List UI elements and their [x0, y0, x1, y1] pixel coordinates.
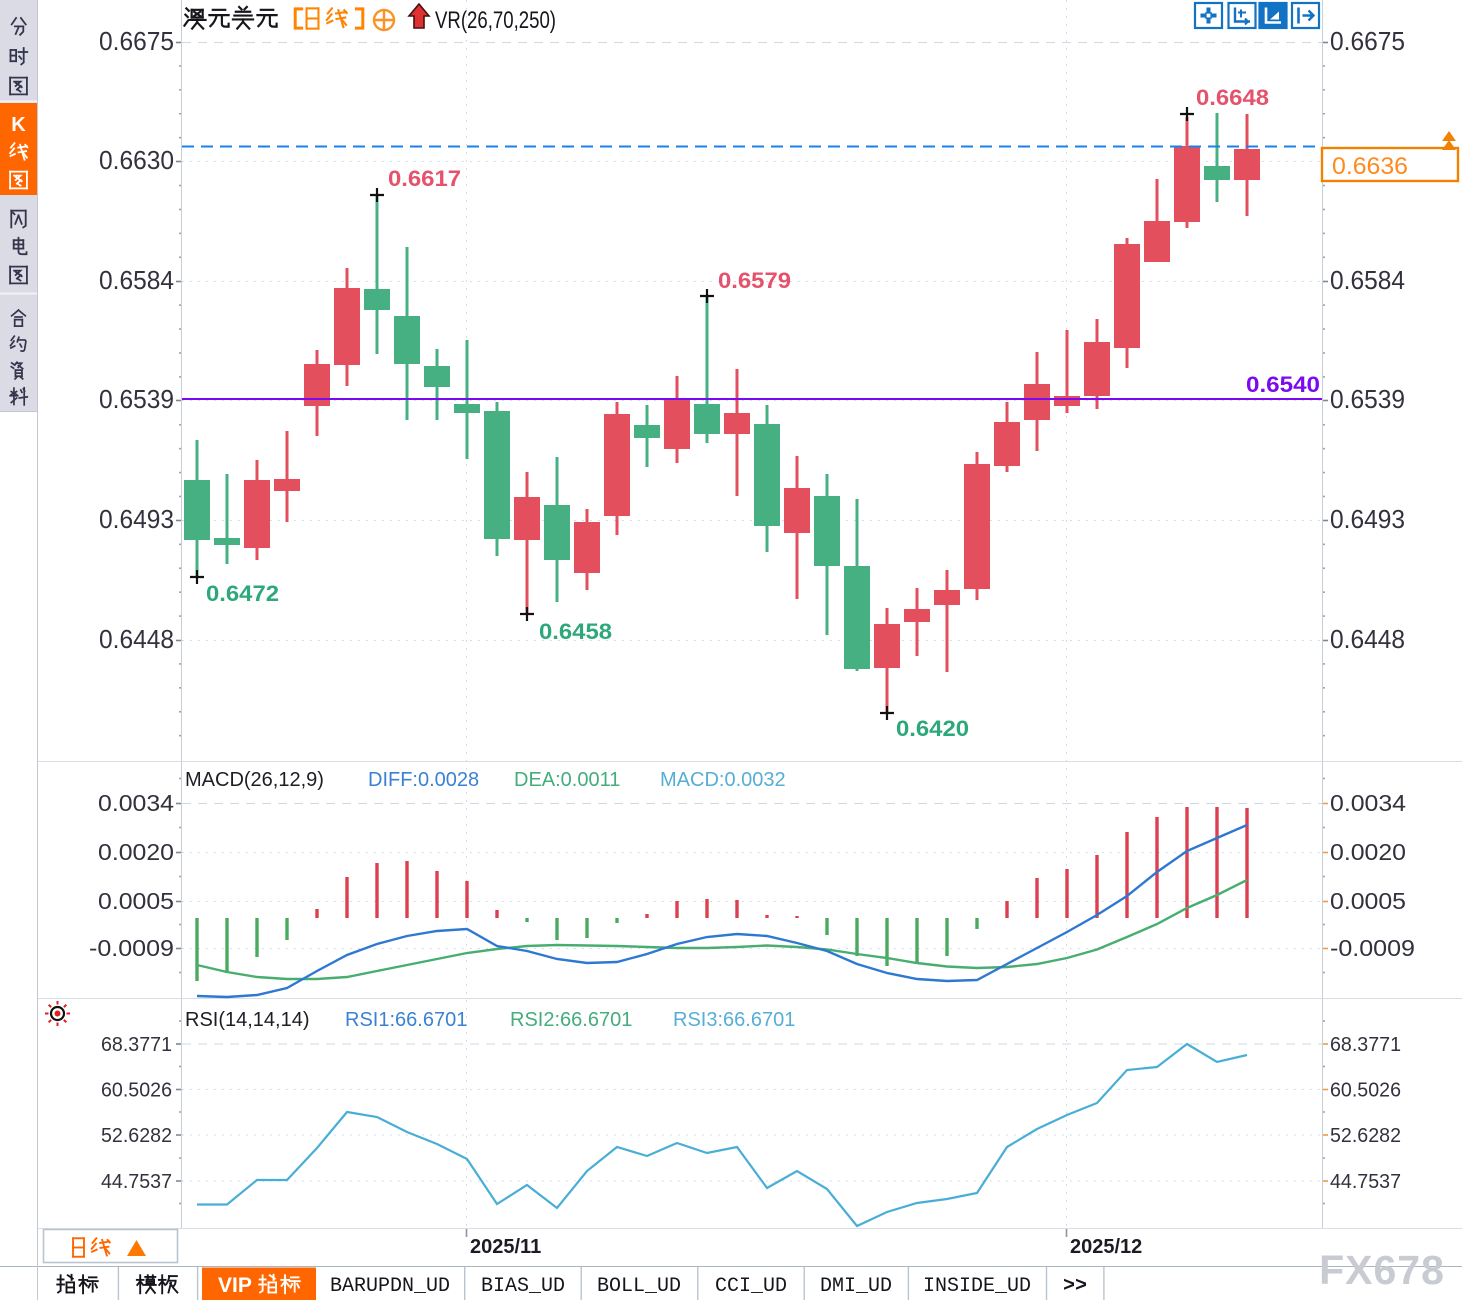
svg-text:0.6675: 0.6675 [99, 26, 174, 56]
svg-text:RSI3:66.6701: RSI3:66.6701 [673, 1009, 795, 1031]
svg-text:BARUPDN_UD: BARUPDN_UD [330, 1275, 450, 1298]
svg-text:CCI_UD: CCI_UD [715, 1275, 787, 1298]
svg-text:MACD(26,12,9): MACD(26,12,9) [185, 769, 324, 791]
svg-text:60.5026: 60.5026 [101, 1080, 172, 1102]
svg-text:-0.0009: -0.0009 [1330, 935, 1415, 961]
svg-text:BOLL_UD: BOLL_UD [597, 1275, 681, 1298]
svg-text:BIAS_UD: BIAS_UD [481, 1275, 565, 1298]
svg-text:VIP: VIP [218, 1274, 252, 1297]
svg-text:60.5026: 60.5026 [1330, 1080, 1401, 1102]
svg-text:0.6493: 0.6493 [1330, 504, 1405, 534]
svg-text:0.6540: 0.6540 [1246, 372, 1320, 397]
svg-text:0.0005: 0.0005 [1330, 888, 1406, 914]
svg-text:-0.0009: -0.0009 [89, 935, 174, 961]
svg-text:0.0020: 0.0020 [1330, 839, 1406, 865]
svg-text:0.6448: 0.6448 [1330, 624, 1405, 654]
svg-text:0.6458: 0.6458 [539, 619, 612, 644]
svg-text:K: K [11, 114, 26, 136]
svg-text:RSI1:66.6701: RSI1:66.6701 [345, 1009, 467, 1031]
svg-text:2025/11: 2025/11 [470, 1236, 541, 1258]
svg-text:0.0034: 0.0034 [98, 790, 174, 816]
svg-text:FX678: FX678 [1319, 1247, 1445, 1293]
svg-text:INSIDE_UD: INSIDE_UD [923, 1275, 1031, 1298]
svg-text:0.6636: 0.6636 [1332, 153, 1408, 180]
svg-text:52.6282: 52.6282 [1330, 1125, 1401, 1147]
svg-text:MACD:0.0032: MACD:0.0032 [660, 769, 786, 791]
svg-text:44.7537: 44.7537 [101, 1171, 172, 1193]
svg-text:52.6282: 52.6282 [101, 1125, 172, 1147]
svg-text:0.6675: 0.6675 [1330, 26, 1405, 56]
svg-text:0.6539: 0.6539 [99, 384, 174, 414]
svg-text:0.6579: 0.6579 [718, 268, 791, 293]
svg-text:DMI_UD: DMI_UD [820, 1275, 892, 1298]
svg-text:68.3771: 68.3771 [101, 1034, 172, 1056]
svg-text:0.6630: 0.6630 [99, 145, 174, 175]
svg-text:0.6584: 0.6584 [1330, 265, 1405, 295]
svg-text:0.6539: 0.6539 [1330, 384, 1405, 414]
svg-text:RSI(14,14,14): RSI(14,14,14) [185, 1009, 310, 1031]
svg-text:0.0034: 0.0034 [1330, 790, 1406, 816]
svg-text:0.0005: 0.0005 [98, 888, 174, 914]
svg-text:0.6472: 0.6472 [206, 581, 279, 606]
svg-text:VR(26,70,250): VR(26,70,250) [435, 7, 556, 34]
svg-text:0.6420: 0.6420 [896, 716, 969, 741]
svg-text:DIFF:0.0028: DIFF:0.0028 [368, 769, 479, 791]
svg-text:0.0020: 0.0020 [98, 839, 174, 865]
svg-text:RSI2:66.6701: RSI2:66.6701 [510, 1009, 632, 1031]
svg-text:68.3771: 68.3771 [1330, 1034, 1401, 1056]
svg-text:0.6617: 0.6617 [388, 166, 461, 191]
svg-text:0.6648: 0.6648 [1196, 85, 1269, 110]
svg-text:2025/12: 2025/12 [1070, 1236, 1142, 1258]
svg-text:>>: >> [1063, 1275, 1087, 1298]
svg-text:DEA:0.0011: DEA:0.0011 [514, 769, 620, 791]
svg-text:0.6493: 0.6493 [99, 504, 174, 534]
svg-text:0.6584: 0.6584 [99, 265, 174, 295]
svg-text:44.7537: 44.7537 [1330, 1171, 1401, 1193]
svg-text:0.6448: 0.6448 [99, 624, 174, 654]
